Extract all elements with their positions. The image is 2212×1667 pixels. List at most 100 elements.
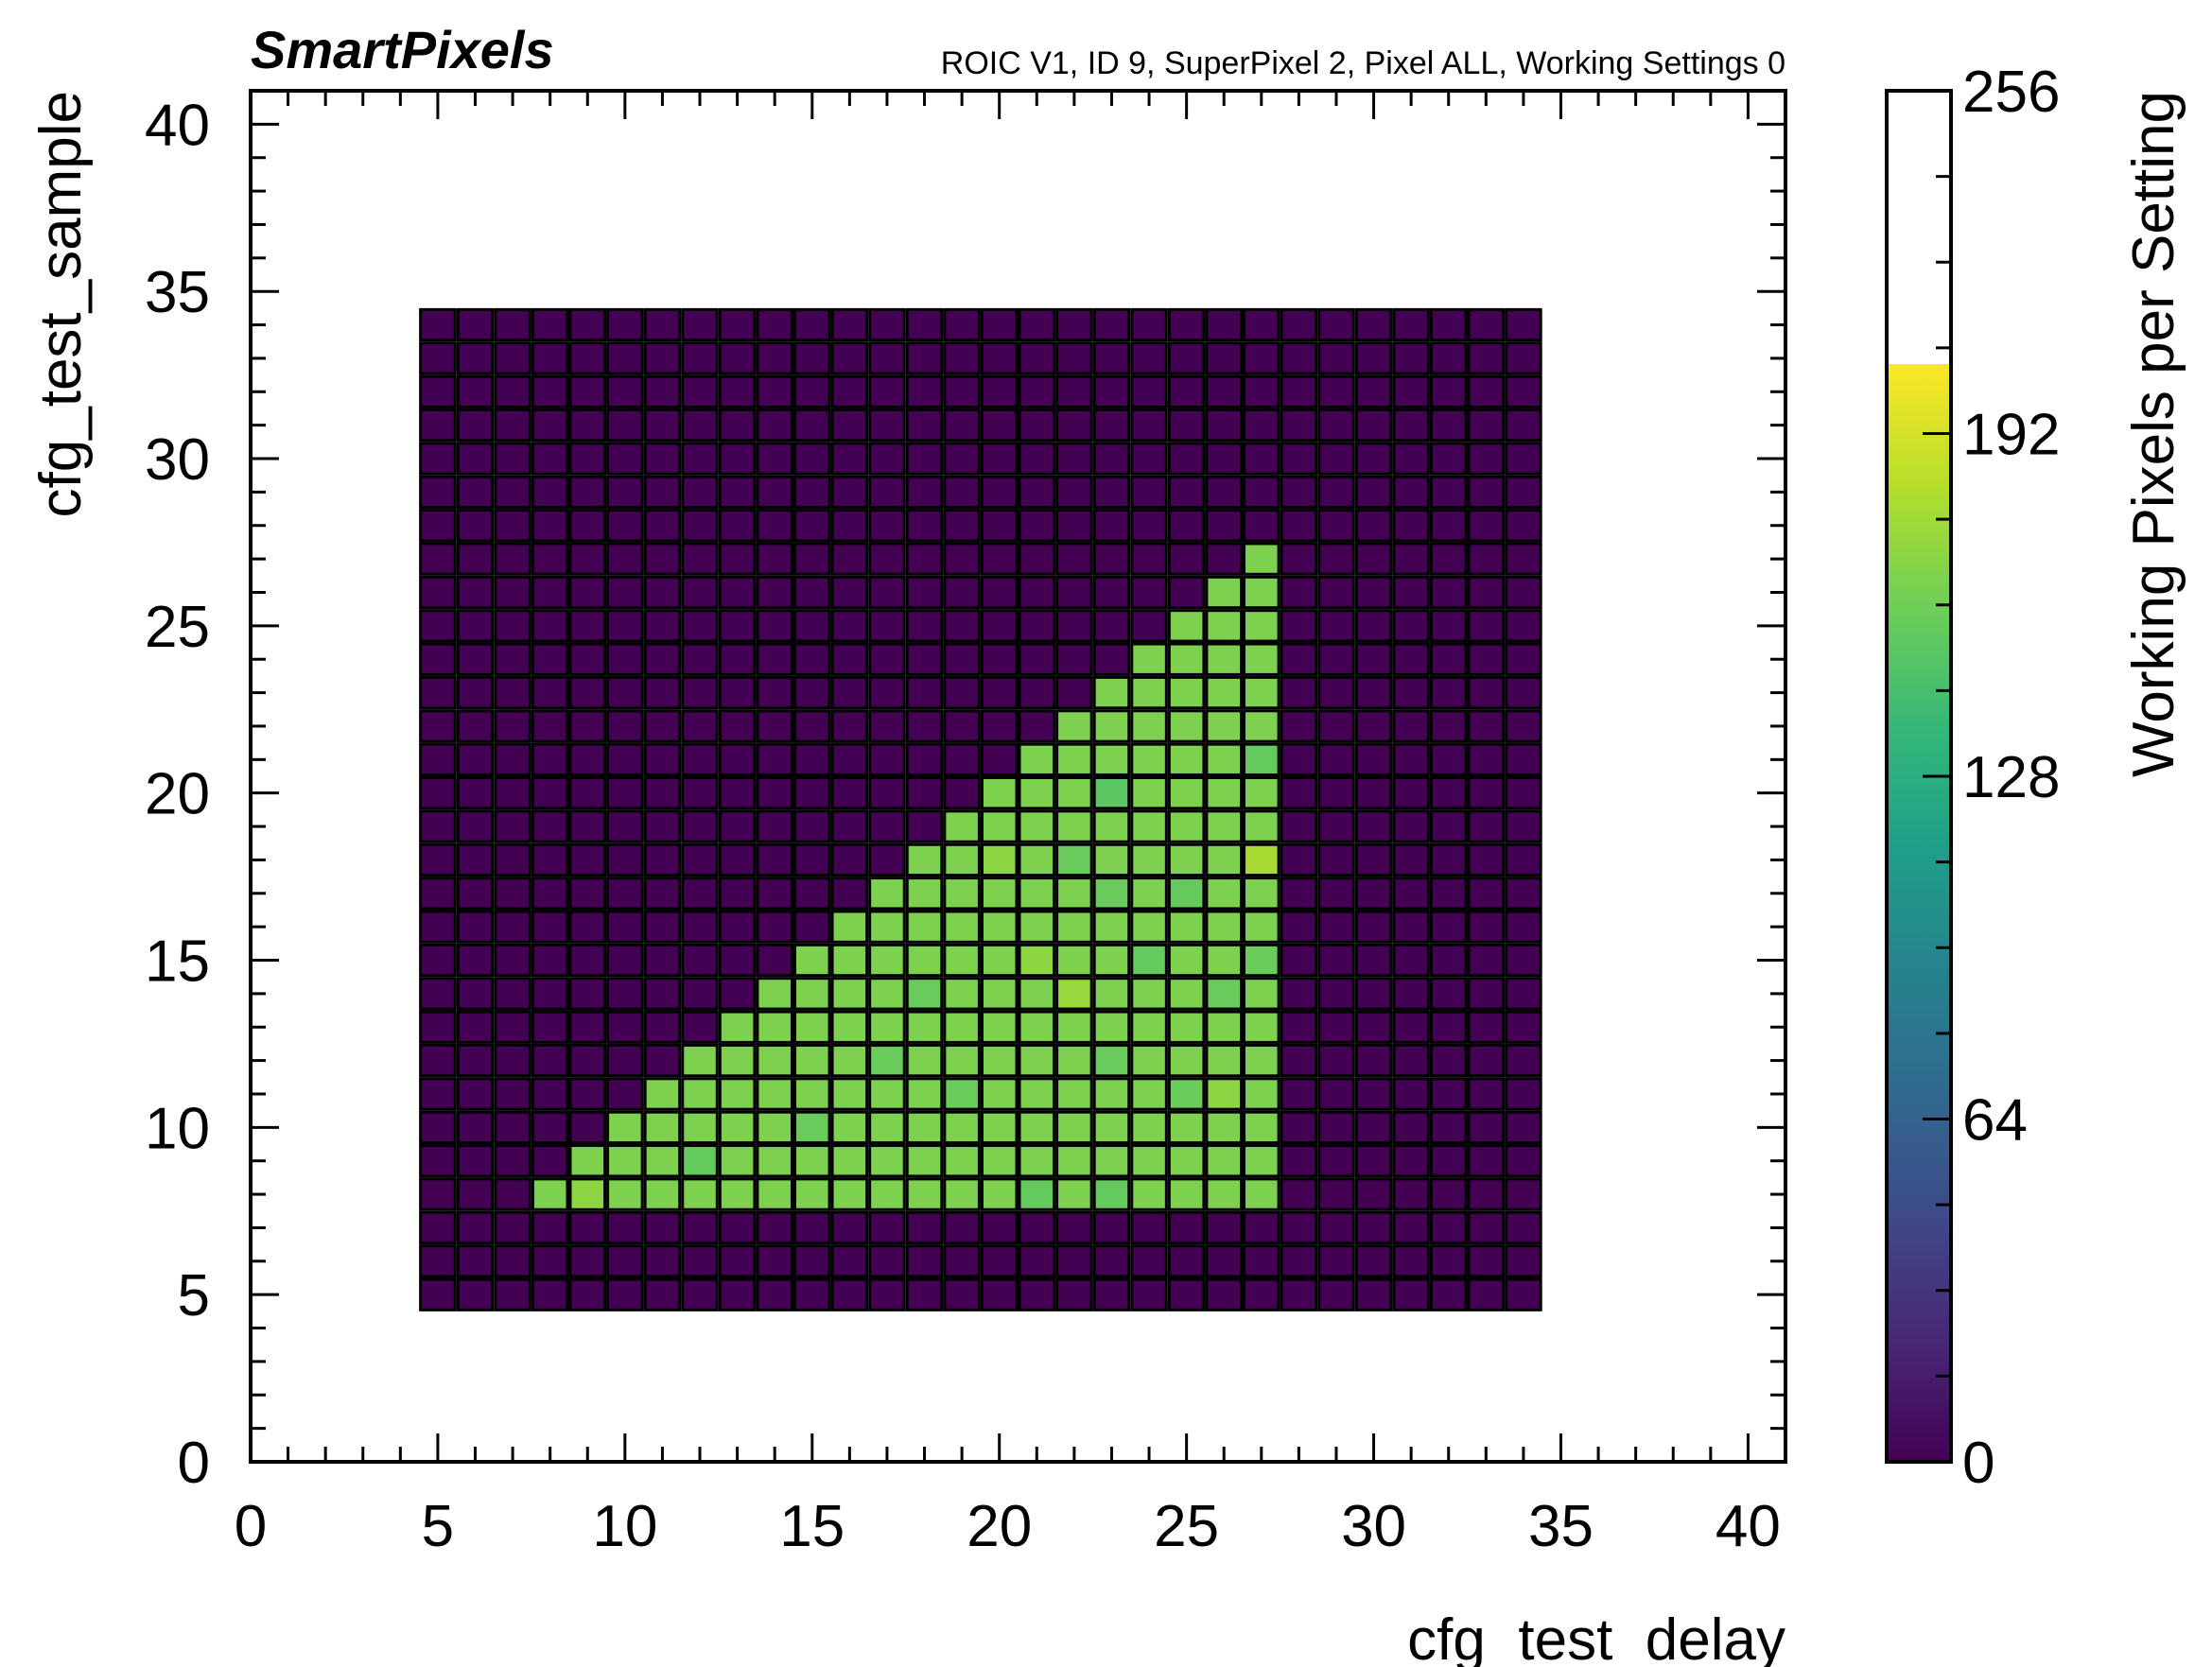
heatmap-cell	[1130, 1043, 1168, 1078]
heatmap-cell	[1055, 1077, 1093, 1111]
heatmap-cell	[980, 977, 1019, 1011]
heatmap-cell	[1018, 642, 1056, 676]
heatmap-cell	[1354, 374, 1393, 408]
heatmap-cell	[792, 575, 831, 610]
heatmap-cell	[531, 341, 569, 375]
heatmap-cell	[980, 742, 1019, 777]
heatmap-cell	[905, 1177, 944, 1211]
heatmap-cell	[456, 307, 495, 342]
heatmap-cell	[980, 307, 1019, 342]
heatmap-cell	[531, 1110, 569, 1145]
heatmap-cell	[1167, 1110, 1206, 1145]
heatmap-cell	[681, 709, 719, 743]
heatmap-cell	[681, 442, 719, 476]
heatmap-cell	[494, 943, 531, 978]
heatmap-cell	[1130, 542, 1168, 576]
heatmap-cell	[494, 475, 531, 510]
heatmap-cell	[606, 542, 644, 576]
heatmap-cell	[1505, 442, 1542, 476]
heatmap-cell	[1243, 1210, 1280, 1245]
heatmap-cell	[980, 709, 1019, 743]
heatmap-cell	[943, 1010, 981, 1044]
heatmap-cell	[830, 307, 869, 342]
heatmap-cell	[905, 675, 944, 710]
heatmap-cell	[643, 1010, 682, 1044]
heatmap-cell	[606, 374, 644, 408]
heatmap-cell	[1018, 442, 1056, 476]
heatmap-cell	[419, 642, 457, 676]
heatmap-cell	[943, 1077, 981, 1111]
heatmap-cell	[494, 809, 531, 843]
heatmap-cell	[568, 1244, 607, 1278]
heatmap-cell	[830, 341, 869, 375]
heatmap-cell	[943, 542, 981, 576]
heatmap-cell	[792, 1144, 831, 1178]
heatmap-cell	[1167, 642, 1206, 676]
x-tick-label: 15	[779, 1494, 845, 1559]
heatmap-cell	[456, 910, 495, 944]
heatmap-cell	[868, 1177, 906, 1211]
heatmap-cell	[756, 1244, 793, 1278]
heatmap-cell	[1167, 709, 1206, 743]
heatmap-cell	[1354, 408, 1393, 443]
heatmap-cell	[1205, 742, 1244, 777]
heatmap-cell	[1280, 408, 1318, 443]
heatmap-cell	[456, 542, 495, 576]
heatmap-cell	[1130, 1144, 1168, 1178]
heatmap-cell	[1429, 509, 1468, 543]
heatmap-cell	[1317, 542, 1355, 576]
heatmap-cell	[830, 1177, 869, 1211]
heatmap-cell	[756, 842, 793, 877]
heatmap-cell	[681, 675, 719, 710]
heatmap-cell	[419, 509, 457, 543]
heatmap-cell	[456, 1043, 495, 1078]
heatmap-cell	[1317, 842, 1355, 877]
heatmap-cell	[1392, 609, 1430, 643]
heatmap-cell	[1055, 609, 1093, 643]
heatmap-cell	[531, 709, 569, 743]
heatmap-cell	[756, 542, 793, 576]
colorbar-tick-label: 0	[1962, 1431, 1994, 1496]
heatmap-cell	[568, 408, 607, 443]
heatmap-cell	[568, 809, 607, 843]
heatmap-cell	[756, 809, 793, 843]
y-tick-label: 5	[178, 1263, 210, 1328]
heatmap-cell	[792, 709, 831, 743]
heatmap-cell	[718, 809, 757, 843]
heatmap-cell	[1243, 910, 1280, 944]
heatmap-cell	[1280, 1110, 1318, 1145]
heatmap-cell	[980, 341, 1019, 375]
heatmap-cell	[494, 977, 531, 1011]
heatmap-cell	[1055, 742, 1093, 777]
heatmap-cell	[1280, 776, 1318, 810]
heatmap-cell	[1018, 776, 1056, 810]
heatmap-cell	[1092, 1110, 1131, 1145]
heatmap-cell	[681, 1277, 719, 1311]
colorbar-tick-label: 256	[1962, 60, 2060, 125]
heatmap-cell	[681, 809, 719, 843]
heatmap-cell	[568, 575, 607, 610]
heatmap-cell	[1167, 1077, 1206, 1111]
heatmap-cell	[1429, 809, 1468, 843]
heatmap-cell	[531, 542, 569, 576]
heatmap-cell	[1280, 1177, 1318, 1211]
heatmap-cell	[1467, 1244, 1506, 1278]
heatmap-cell	[568, 442, 607, 476]
heatmap-cell	[1429, 542, 1468, 576]
heatmap-cell	[1392, 1043, 1430, 1078]
heatmap-cell	[905, 776, 944, 810]
heatmap-cell	[1167, 1144, 1206, 1178]
heatmap-cell	[606, 642, 644, 676]
heatmap-cell	[1018, 675, 1056, 710]
heatmap-cell	[1505, 809, 1542, 843]
heatmap-cell	[1354, 842, 1393, 877]
heatmap-cell	[905, 1010, 944, 1044]
heatmap-cell	[494, 709, 531, 743]
heatmap-cell	[943, 776, 981, 810]
heatmap-cell	[1354, 1177, 1393, 1211]
heatmap-cell	[531, 408, 569, 443]
heatmap-cell	[830, 742, 869, 777]
heatmap-cell	[830, 575, 869, 610]
heatmap-cell	[456, 575, 495, 610]
heatmap-cell	[606, 1277, 644, 1311]
